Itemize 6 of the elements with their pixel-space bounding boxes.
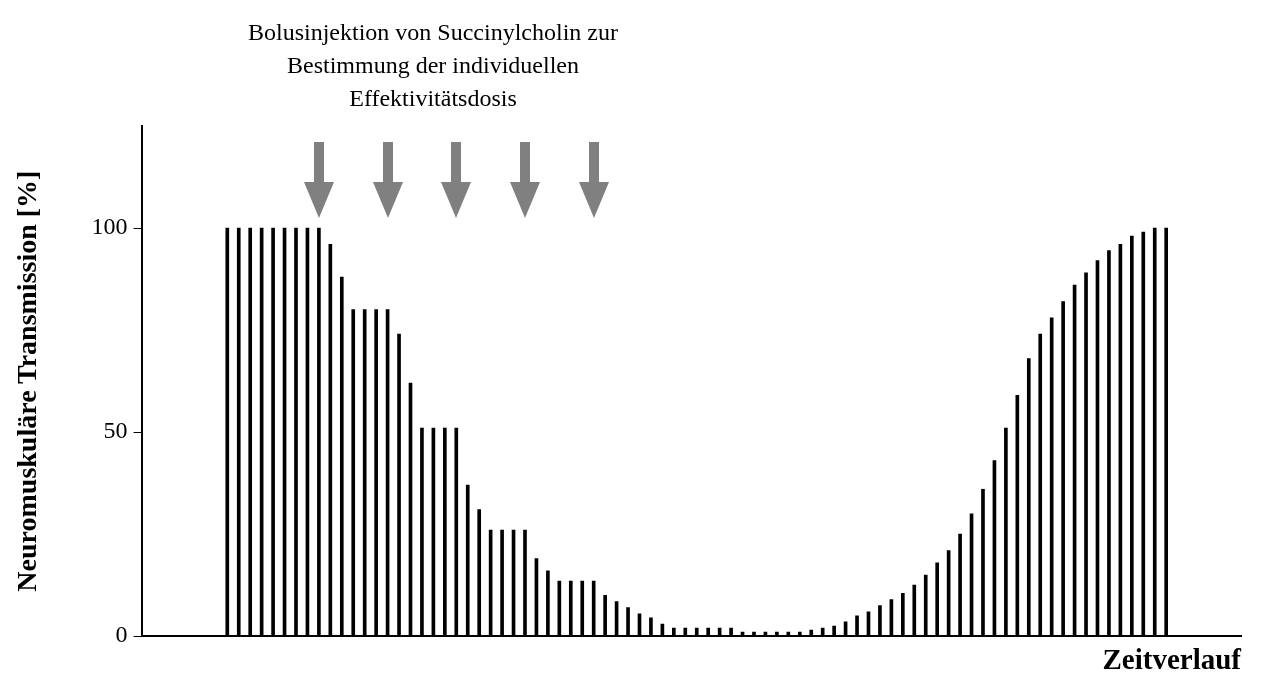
y-tick-label: 0	[115, 621, 128, 648]
x-axis-title: Zeitverlauf	[1102, 643, 1242, 676]
y-tick-label: 100	[91, 213, 128, 240]
y-tick-label: 50	[103, 417, 128, 444]
y-axis-title: Neuromuskuläre Transmission [%]	[11, 170, 43, 592]
text: Bolusinjektion von Succinylcholin zur Bestimmung der individuellen Effektivitätsdosis	[247, 18, 619, 113]
